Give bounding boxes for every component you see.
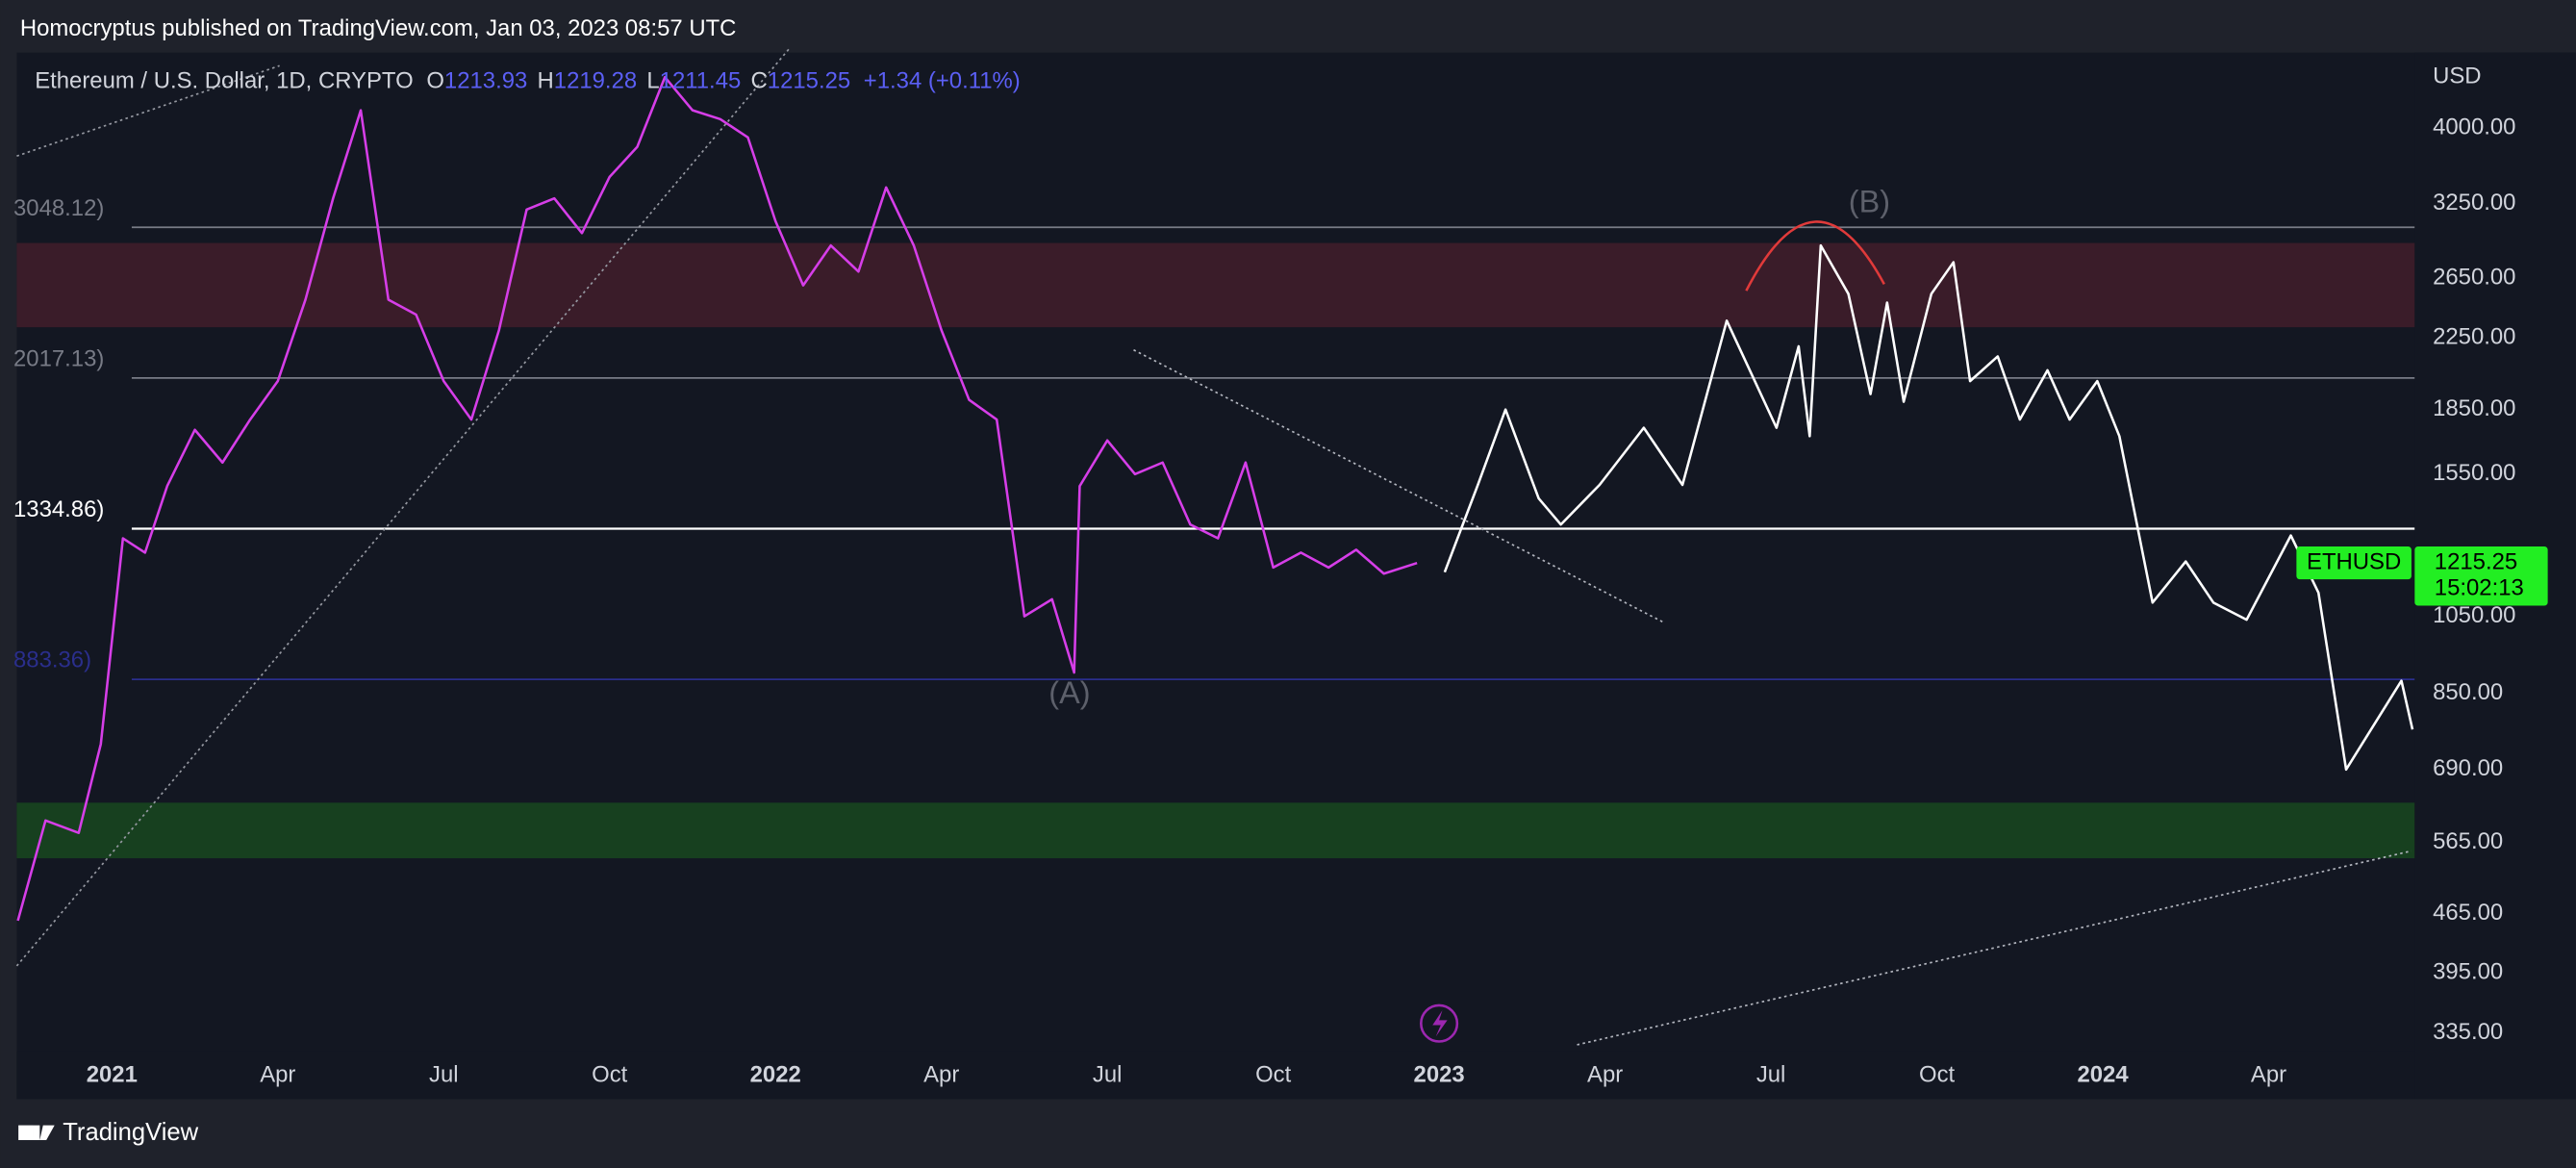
- x-tick-label: Oct: [1255, 1062, 1292, 1088]
- y-tick-label: 335.00: [2433, 1019, 2503, 1045]
- annotation: (A): [1048, 675, 1090, 710]
- ohlc-key: H: [538, 68, 554, 94]
- change: +1.34 (+0.11%): [864, 68, 1021, 94]
- zone: [16, 242, 2415, 328]
- ohlc-value: 1215.25: [768, 68, 850, 94]
- y-tick-label: 1850.00: [2433, 395, 2515, 421]
- series: [16, 75, 2414, 922]
- x-tick-label: Jul: [1093, 1062, 1123, 1088]
- x-tick-label: Jul: [1756, 1062, 1786, 1088]
- level-label: 2017.13): [13, 345, 104, 371]
- time-axis: [16, 1051, 2415, 1100]
- x-tick-label: 2022: [750, 1062, 801, 1088]
- icon: [1420, 1003, 1459, 1043]
- annotation: (B): [1849, 184, 1890, 218]
- trend-line: [1133, 348, 1665, 623]
- ohlc-key: O: [426, 68, 444, 94]
- y-tick-label: 690.00: [2433, 755, 2503, 781]
- x-tick-label: Jul: [429, 1062, 459, 1088]
- symbol-legend: Ethereum / U.S. Dollar, 1D, CRYPTO O1213.…: [35, 68, 1021, 94]
- arc: [1745, 220, 1885, 292]
- price-line: [16, 75, 1418, 922]
- price-line: [1443, 243, 2414, 772]
- price-tag: [2414, 546, 2548, 606]
- level-label: 3048.12): [13, 195, 104, 221]
- x-tick-label: 2024: [2077, 1062, 2129, 1088]
- ohlc-value: 1213.93: [444, 68, 527, 94]
- ohlc-value: 1211.45: [660, 68, 742, 94]
- symbol: Ethereum / U.S. Dollar, 1D, CRYPTO: [35, 68, 413, 94]
- publisher: Homocryptus published on TradingView.com…: [20, 15, 737, 41]
- y-tick-label: 465.00: [2433, 900, 2503, 926]
- ohlc-key: C: [751, 68, 768, 94]
- axes: 4000.00 3250.00 2650.00 2250.00 1850.00 1550.…: [87, 114, 2548, 1088]
- y-tick-label: 565.00: [2433, 828, 2503, 854]
- x-tick-label: Apr: [260, 1062, 295, 1088]
- y-tick-label: 1050.00: [2433, 602, 2515, 628]
- x-tick-label: Apr: [2251, 1062, 2286, 1088]
- trend-line: [1577, 850, 2412, 1046]
- x-tick-label: 2023: [1414, 1062, 1465, 1088]
- ohlc-value: 1219.28: [554, 68, 637, 94]
- price-tag-label: 1215.25: [2435, 548, 2517, 574]
- y-tick-label: 3250.00: [2433, 190, 2515, 216]
- currency: USD: [2433, 63, 2481, 89]
- brand: TradingView: [63, 1119, 198, 1146]
- y-tick-label: 4000.00: [2433, 114, 2515, 140]
- y-tick-label: 395.00: [2433, 959, 2503, 985]
- x-tick-label: Apr: [1587, 1062, 1623, 1088]
- logo-mark: [33, 1125, 55, 1140]
- y-tick-label: 850.00: [2433, 679, 2503, 705]
- plot-background: [16, 52, 2576, 1100]
- logo: TradingView: [18, 1119, 199, 1146]
- levels: 3048.12) 2017.13) 1334.86) 883.36): [13, 195, 2415, 680]
- y-tick-label: 2250.00: [2433, 324, 2515, 350]
- icon: [1432, 1010, 1448, 1037]
- y-tick-label: 1550.00: [2433, 460, 2515, 486]
- zone: [16, 802, 2415, 859]
- x-tick-label: Oct: [1919, 1062, 1956, 1088]
- x-tick-label: Oct: [592, 1062, 628, 1088]
- x-tick-label: 2021: [87, 1062, 138, 1088]
- x-tick-label: Apr: [923, 1062, 959, 1088]
- level-label: 883.36): [13, 647, 91, 673]
- trend-line: [15, 48, 790, 967]
- countdown: 15:02:13: [2435, 575, 2524, 601]
- ohlc-key: L: [646, 68, 659, 94]
- symbol-tag-label: ETHUSD: [2307, 548, 2401, 574]
- zones: [16, 242, 2415, 859]
- level-label: 1334.86): [13, 496, 104, 522]
- y-tick-label: 2650.00: [2433, 265, 2515, 291]
- symbol-tag: [2296, 546, 2412, 580]
- trend-line: [16, 64, 280, 158]
- logo-mark: [18, 1125, 34, 1140]
